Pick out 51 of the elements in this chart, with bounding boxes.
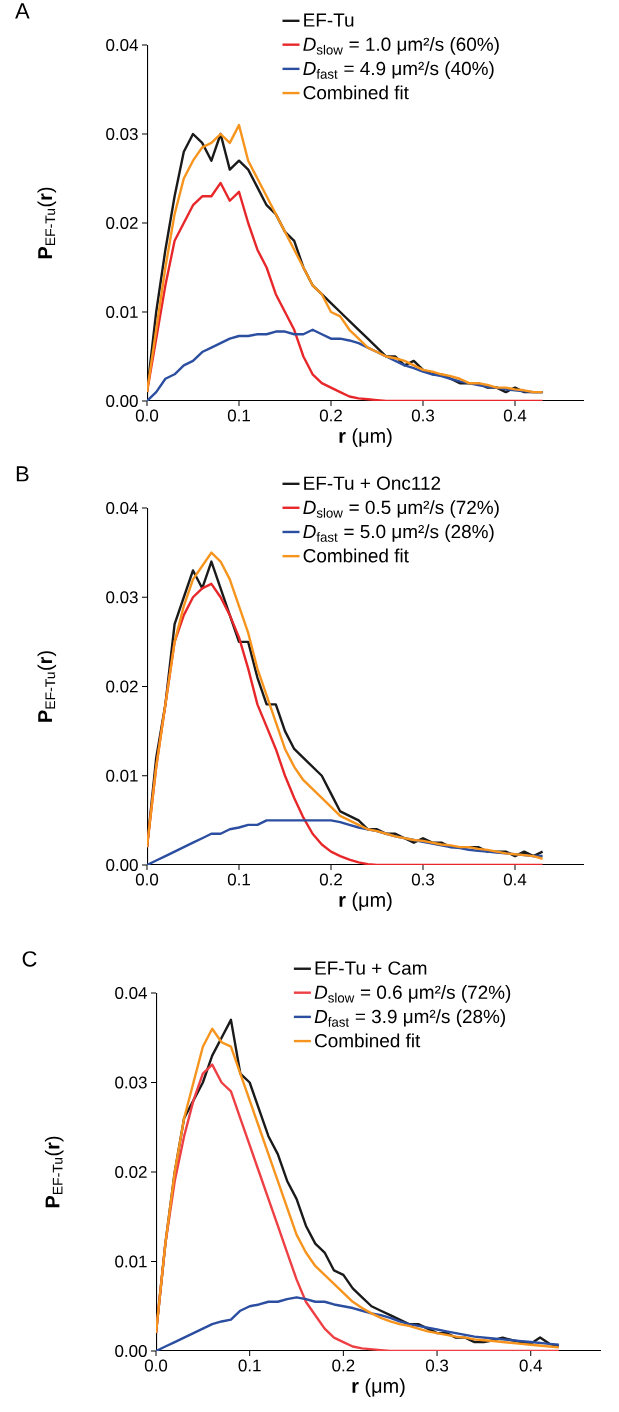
y-tick-label: 0.00 bbox=[106, 394, 138, 407]
legend-label: D$_{fast}$ = 5.0 μm²/s (28%) bbox=[303, 524, 494, 542]
x-axis-title: r (μm) bbox=[352, 1378, 405, 1397]
y-tick-label: 0.00 bbox=[115, 1345, 147, 1357]
y-tick-label: 0.04 bbox=[106, 38, 138, 51]
y-tick-label: 0.04 bbox=[106, 501, 138, 514]
y-tick-label: 0.03 bbox=[115, 1076, 147, 1089]
y-axis-title: P$_{EF-Tu}$(r) bbox=[44, 1136, 64, 1208]
legend-label: EF-Tu + Cam bbox=[315, 961, 427, 975]
y-tick-label: 0.00 bbox=[106, 858, 138, 871]
y-tick-label: 0.01 bbox=[106, 305, 138, 318]
y-tick-label: 0.02 bbox=[106, 680, 138, 693]
x-tick-label: 0.1 bbox=[227, 409, 250, 422]
x-tick-label: 0.1 bbox=[238, 1359, 261, 1372]
legend-label: EF-Tu + Onc112 bbox=[304, 476, 441, 490]
y-tick-label: 0.04 bbox=[115, 987, 147, 999]
y-tick-label: 0.02 bbox=[115, 1166, 147, 1178]
legend-label: Combined fit bbox=[315, 1033, 421, 1048]
y-tick-label: 0.01 bbox=[115, 1255, 147, 1268]
x-tick-label: 0.2 bbox=[319, 873, 342, 886]
legend-label: D$_{slow}$ = 1.0 μm²/s (60%) bbox=[303, 37, 499, 55]
y-axis-title: P$_{EF-Tu}$(r) bbox=[37, 651, 57, 722]
y-tick-label: 0.01 bbox=[106, 769, 138, 782]
legend-label: D$_{slow}$ = 0.5 μm²/s (72%) bbox=[303, 500, 499, 518]
legend-label: D$_{slow}$ = 0.6 μm²/s (72%) bbox=[314, 985, 511, 1003]
legend-label: D$_{fast}$ = 4.9 μm²/s (40%) bbox=[303, 61, 494, 79]
y-tick-label: 0.03 bbox=[106, 591, 138, 604]
x-tick-label: 0.0 bbox=[135, 409, 159, 422]
x-axis-title: r (μm) bbox=[339, 428, 392, 447]
y-axis-title: P$_{EF-Tu}$(r) bbox=[37, 187, 57, 259]
x-tick-label: 0.0 bbox=[144, 1359, 168, 1372]
x-tick-label: 0.2 bbox=[332, 1359, 355, 1372]
x-tick-label: 0.2 bbox=[319, 409, 342, 422]
x-tick-label: 0.4 bbox=[503, 873, 527, 886]
chart-title: B bbox=[16, 466, 29, 482]
legend-label: Combined fit bbox=[303, 85, 409, 100]
x-tick-label: 0.3 bbox=[411, 873, 435, 886]
y-tick-label: 0.03 bbox=[106, 127, 138, 140]
legend-label: EF-Tu bbox=[304, 13, 354, 27]
x-axis-title: r (μm) bbox=[339, 892, 392, 911]
chart-title: A bbox=[15, 3, 30, 19]
legend-label: D$_{fast}$ = 3.9 μm²/s (28%) bbox=[314, 1009, 506, 1027]
x-tick-label: 0.4 bbox=[503, 409, 527, 422]
x-tick-label: 0.3 bbox=[425, 1359, 449, 1372]
x-tick-label: 0.0 bbox=[135, 873, 159, 886]
chart-title: C bbox=[22, 951, 37, 967]
x-tick-label: 0.1 bbox=[227, 873, 250, 886]
x-tick-label: 0.3 bbox=[411, 409, 435, 422]
x-tick-label: 0.4 bbox=[519, 1359, 543, 1372]
y-tick-label: 0.02 bbox=[106, 216, 138, 229]
legend-label: Combined fit bbox=[303, 548, 409, 563]
